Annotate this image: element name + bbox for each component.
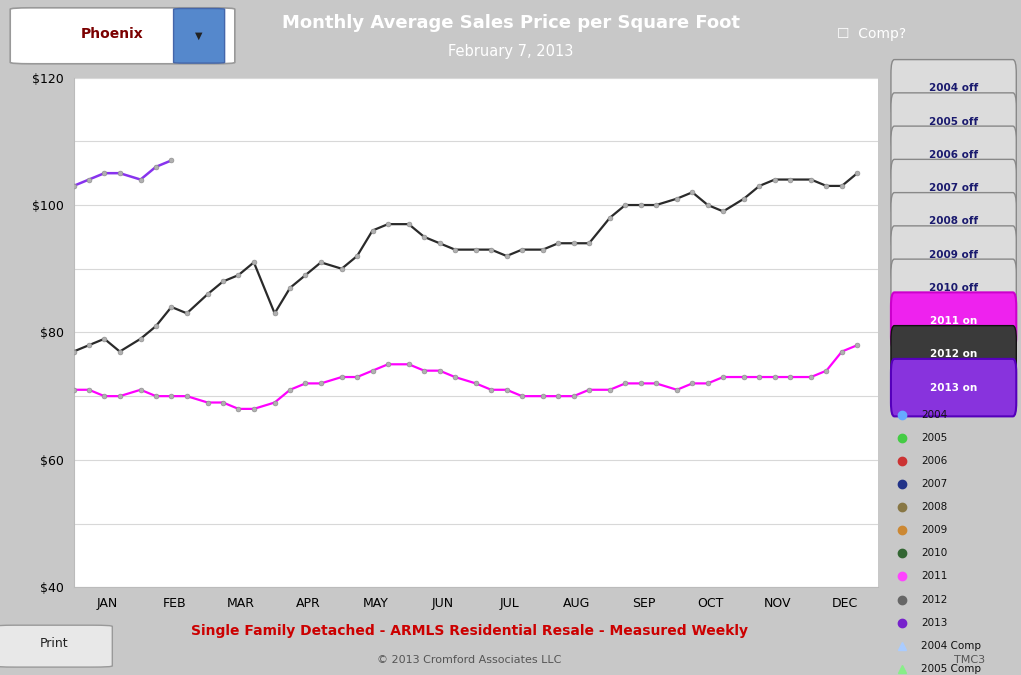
- Text: 2008: 2008: [921, 502, 947, 512]
- Text: 2006 off: 2006 off: [929, 150, 978, 160]
- FancyBboxPatch shape: [891, 59, 1016, 117]
- Text: 2004 off: 2004 off: [929, 83, 978, 93]
- Text: 2012: 2012: [921, 595, 947, 605]
- FancyBboxPatch shape: [174, 9, 225, 63]
- Text: 2004 Comp: 2004 Comp: [921, 641, 981, 651]
- FancyBboxPatch shape: [891, 259, 1016, 317]
- Text: 2010: 2010: [921, 548, 947, 558]
- FancyBboxPatch shape: [891, 126, 1016, 184]
- Text: 2005: 2005: [921, 433, 947, 443]
- Text: 2005 off: 2005 off: [929, 117, 978, 127]
- Text: 2013: 2013: [921, 618, 947, 628]
- Text: 2007: 2007: [921, 479, 947, 489]
- FancyBboxPatch shape: [891, 359, 1016, 416]
- FancyBboxPatch shape: [891, 292, 1016, 350]
- Text: 2012 on: 2012 on: [930, 350, 977, 359]
- Text: TMC3: TMC3: [955, 655, 985, 665]
- Text: 2011 on: 2011 on: [930, 316, 977, 326]
- Text: 2008 off: 2008 off: [929, 217, 978, 226]
- Text: ☐  Comp?: ☐ Comp?: [837, 27, 907, 41]
- Text: 2010 off: 2010 off: [929, 283, 978, 293]
- FancyBboxPatch shape: [891, 93, 1016, 151]
- FancyBboxPatch shape: [10, 8, 235, 64]
- Text: 2013 on: 2013 on: [930, 383, 977, 393]
- Text: 2005 Comp: 2005 Comp: [921, 664, 981, 674]
- FancyBboxPatch shape: [0, 625, 112, 667]
- Text: 2009 off: 2009 off: [929, 250, 978, 260]
- Text: 2011: 2011: [921, 572, 947, 581]
- Text: Print: Print: [40, 637, 68, 650]
- Text: February 7, 2013: February 7, 2013: [448, 43, 573, 59]
- Text: Phoenix: Phoenix: [81, 27, 144, 41]
- FancyBboxPatch shape: [891, 159, 1016, 217]
- Text: 2004: 2004: [921, 410, 947, 420]
- Text: 2009: 2009: [921, 525, 947, 535]
- Text: Monthly Average Sales Price per Square Foot: Monthly Average Sales Price per Square F…: [282, 14, 739, 32]
- Text: 2006: 2006: [921, 456, 947, 466]
- FancyBboxPatch shape: [891, 192, 1016, 250]
- Text: 2007 off: 2007 off: [929, 183, 978, 193]
- Text: Single Family Detached - ARMLS Residential Resale - Measured Weekly: Single Family Detached - ARMLS Residenti…: [191, 624, 748, 639]
- Text: ▼: ▼: [195, 30, 203, 40]
- Text: © 2013 Cromford Associates LLC: © 2013 Cromford Associates LLC: [378, 655, 562, 665]
- FancyBboxPatch shape: [891, 325, 1016, 383]
- FancyBboxPatch shape: [891, 226, 1016, 284]
